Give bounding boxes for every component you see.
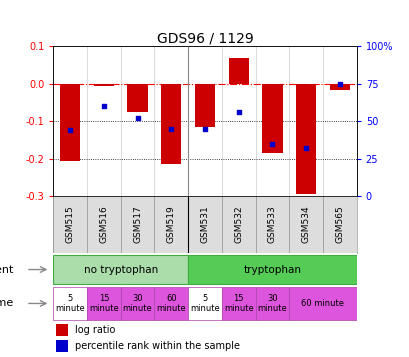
Text: tryptophan: tryptophan <box>243 265 301 275</box>
Point <box>302 146 309 151</box>
Bar <box>87 287 120 320</box>
Point <box>134 116 141 121</box>
Bar <box>221 287 255 320</box>
Text: GSM531: GSM531 <box>200 205 209 243</box>
Bar <box>228 59 248 84</box>
Bar <box>154 196 188 253</box>
Point <box>201 126 208 132</box>
Bar <box>120 196 154 253</box>
Bar <box>289 196 322 253</box>
Point <box>268 141 275 147</box>
Text: log ratio: log ratio <box>74 325 115 335</box>
Bar <box>60 84 80 161</box>
Text: GSM517: GSM517 <box>133 205 142 243</box>
Point <box>235 110 241 115</box>
Text: GSM534: GSM534 <box>301 205 310 242</box>
Bar <box>53 196 87 253</box>
Text: GSM532: GSM532 <box>234 205 243 242</box>
Bar <box>221 196 255 253</box>
Bar <box>322 196 356 253</box>
Text: percentile rank within the sample: percentile rank within the sample <box>74 341 239 351</box>
Bar <box>194 84 215 127</box>
Bar <box>154 287 188 320</box>
Bar <box>255 196 289 253</box>
Title: GDS96 / 1129: GDS96 / 1129 <box>156 31 253 45</box>
Text: 30
minute: 30 minute <box>122 294 152 313</box>
Bar <box>188 196 221 253</box>
Text: 15
minute: 15 minute <box>89 294 119 313</box>
Text: no tryptophan: no tryptophan <box>83 265 157 275</box>
Text: 15
minute: 15 minute <box>223 294 253 313</box>
Bar <box>56 340 68 352</box>
Bar <box>53 287 87 320</box>
Point <box>67 127 73 133</box>
Text: GSM565: GSM565 <box>335 205 344 243</box>
Text: 60
minute: 60 minute <box>156 294 186 313</box>
Bar <box>255 287 289 320</box>
Text: GSM515: GSM515 <box>65 205 74 243</box>
Bar <box>161 84 181 165</box>
Bar <box>120 287 154 320</box>
Bar <box>87 196 120 253</box>
Text: 30
minute: 30 minute <box>257 294 287 313</box>
Text: GSM533: GSM533 <box>267 205 276 243</box>
Text: agent: agent <box>0 265 14 275</box>
Text: GSM519: GSM519 <box>166 205 175 243</box>
Point <box>336 81 342 87</box>
Bar <box>53 255 188 284</box>
Bar <box>289 287 356 320</box>
Bar <box>94 84 114 86</box>
Bar <box>127 84 147 112</box>
Text: GSM516: GSM516 <box>99 205 108 243</box>
Text: 5
minute: 5 minute <box>55 294 85 313</box>
Bar <box>56 323 68 336</box>
Bar <box>295 84 315 195</box>
Text: 5
minute: 5 minute <box>190 294 219 313</box>
Text: 60 minute: 60 minute <box>301 299 344 308</box>
Bar <box>329 84 349 90</box>
Bar <box>188 255 356 284</box>
Bar <box>188 287 221 320</box>
Text: time: time <box>0 298 14 308</box>
Bar <box>262 84 282 153</box>
Point <box>100 104 107 109</box>
Point <box>168 126 174 132</box>
